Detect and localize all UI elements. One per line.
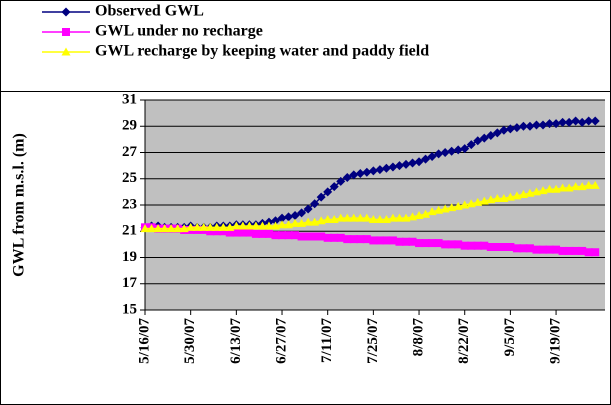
x-tick-label: 8/22/07 (456, 318, 472, 364)
x-tick-label: 9/5/07 (502, 318, 518, 357)
y-tick-label: 25 (122, 170, 137, 186)
y-tick-label: 15 (122, 301, 137, 317)
y-tick-label: 23 (122, 196, 137, 212)
x-tick-label: 6/13/07 (228, 318, 244, 364)
y-tick-label: 17 (122, 275, 138, 291)
y-tick-label: 19 (122, 249, 137, 265)
x-tick-label: 7/25/07 (365, 318, 381, 364)
legend-label: GWL under no recharge (95, 23, 263, 40)
y-tick-label: 21 (122, 223, 137, 239)
y-tick-label: 29 (122, 118, 137, 134)
y-tick-label: 27 (122, 144, 138, 160)
x-tick-label: 7/11/07 (319, 318, 335, 364)
x-tick-label: 9/19/07 (548, 318, 564, 364)
y-tick-label: 31 (122, 91, 137, 107)
x-tick-label: 5/16/07 (136, 318, 152, 364)
legend-label: Observed GWL (95, 3, 204, 20)
x-tick-label: 5/30/07 (182, 318, 198, 364)
y-axis-title: GWL from m.s.l. (m) (11, 133, 28, 277)
chart: GWL from m.s.l. (m) 15 17 19 21 23 25 27 29 31 5/… (0, 0, 611, 405)
x-tick-label: 6/27/07 (273, 318, 289, 364)
x-tick-label: 8/8/07 (410, 318, 426, 357)
data-point (591, 248, 599, 256)
legend-label: GWL recharge by keeping water and paddy … (95, 43, 429, 60)
legend-marker (62, 28, 70, 36)
